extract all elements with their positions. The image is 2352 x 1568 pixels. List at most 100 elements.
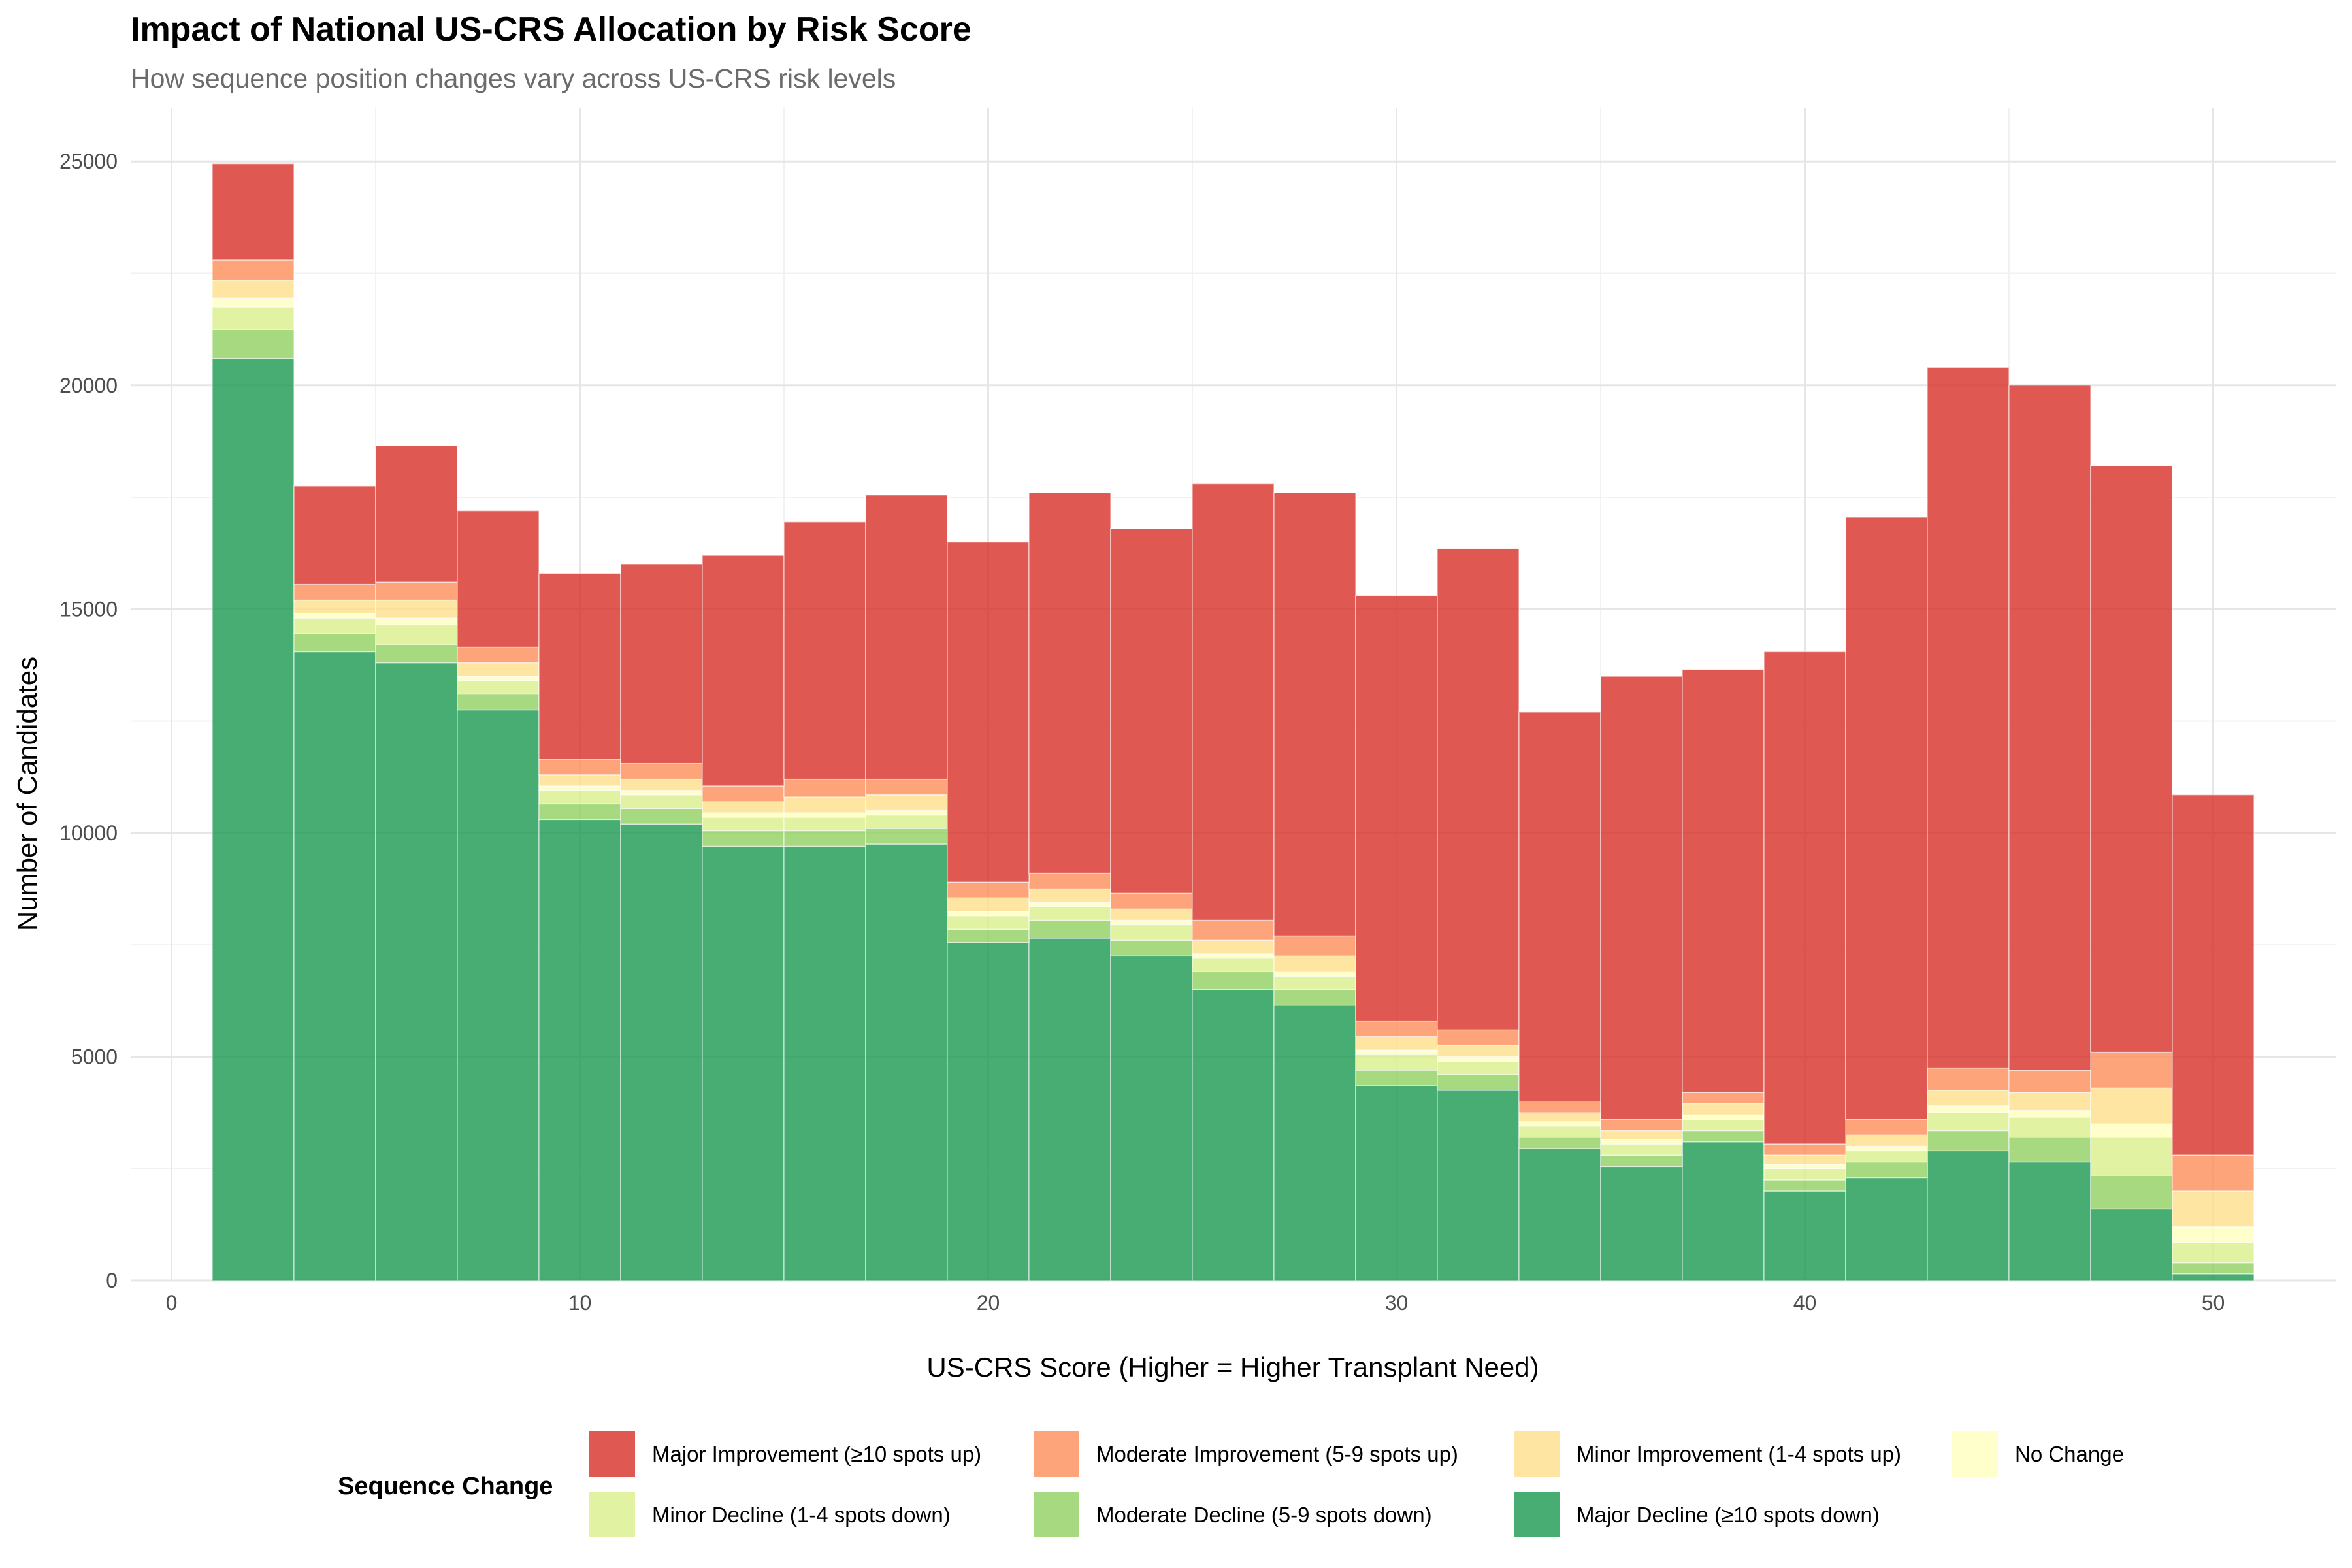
bar-segment: [1763, 1154, 1846, 1165]
x-tick-label: 30: [1385, 1291, 1409, 1315]
bar-segment: [293, 617, 376, 634]
bar-segment: [538, 774, 621, 787]
bar-segment: [702, 555, 785, 787]
legend-key: [1952, 1431, 1998, 1477]
bar-segment: [947, 915, 1030, 930]
bar-segment: [2090, 465, 2173, 1053]
legend-key: [589, 1492, 635, 1537]
bar-segment: [538, 759, 621, 776]
bar-segment: [1927, 367, 2010, 1069]
bar-segment: [1192, 957, 1275, 973]
bar-segment: [1028, 872, 1111, 890]
bar-segment: [1600, 1143, 1683, 1156]
bar-segment: [1437, 1029, 1520, 1047]
bar-segment: [293, 613, 376, 619]
bar-segment: [1927, 1150, 2010, 1281]
bar-segment: [1355, 1020, 1438, 1037]
bar-segment: [375, 644, 458, 664]
bar-segment: [1110, 892, 1193, 910]
bar-segment: [375, 617, 458, 626]
bar-segment: [457, 709, 540, 1281]
bar-segment: [865, 778, 948, 796]
bar-segment: [293, 583, 376, 601]
bar-segment: [2172, 1154, 2255, 1192]
y-tick-label: 5000: [71, 1045, 118, 1068]
bar-segment: [783, 812, 866, 818]
bar-segment: [620, 790, 703, 796]
bar-segment: [620, 778, 703, 791]
bar-segment: [457, 646, 540, 664]
bar-segment: [1927, 1112, 2010, 1132]
bar-segment: [538, 803, 621, 821]
bar-segment: [2090, 1123, 2173, 1138]
bar-segment: [865, 828, 948, 845]
bar-segment: [1437, 1060, 1520, 1075]
bar-segment: [1273, 935, 1356, 957]
tick-labels: 0 5000 10000 15000 20000 25000 0 10 20 30 40 50: [59, 150, 2225, 1315]
bar-segment: [1110, 924, 1193, 941]
bar-segment: [947, 881, 1030, 898]
bar-segment: [2172, 1273, 2255, 1281]
bar-segment: [620, 794, 703, 809]
bar-segment: [1273, 971, 1356, 977]
bar-segment: [702, 801, 785, 813]
bar-segment: [1763, 1179, 1846, 1192]
bar-segment: [1845, 1145, 1928, 1152]
bar-segment: [293, 651, 376, 1281]
bar-segment: [2172, 794, 2255, 1156]
bar-segment: [865, 809, 948, 816]
y-tick-label: 20000: [59, 374, 118, 397]
x-tick-label: 20: [977, 1291, 1000, 1315]
bar-segment: [1437, 1045, 1520, 1058]
bar-segment: [947, 941, 1030, 1281]
bar-segment: [1110, 908, 1193, 921]
bar-segment: [947, 897, 1030, 912]
bar-segment: [865, 794, 948, 811]
legend-label: No Change: [2015, 1442, 2124, 1466]
bar-segment: [783, 830, 866, 847]
bar-segment: [1518, 1121, 1601, 1127]
bar-segment: [1600, 676, 1683, 1120]
legend-label: Major Decline (≥10 spots down): [1576, 1503, 1880, 1527]
legend-label: Minor Decline (1-4 spots down): [652, 1503, 951, 1527]
bar-segment: [293, 633, 376, 653]
bar-segment: [375, 662, 458, 1281]
x-tick-label: 40: [1793, 1291, 1817, 1315]
legend-title: Sequence Change: [338, 1473, 553, 1500]
legend-label: Moderate Decline (5-9 spots down): [1096, 1503, 1432, 1527]
bar-segment: [1763, 1168, 1846, 1181]
bar-segment: [212, 357, 295, 1281]
bar-segment: [1518, 1148, 1601, 1281]
bar-segment: [1600, 1139, 1683, 1145]
bar-segment: [457, 662, 540, 677]
bar-segment: [1110, 919, 1193, 926]
bar-segment: [1355, 1070, 1438, 1086]
bar-segment: [212, 329, 295, 359]
legend: Sequence Change Major Improvement (≥10 s…: [338, 1431, 2124, 1537]
bar-segment: [1682, 1103, 1765, 1116]
bar-segment: [2090, 1137, 2173, 1176]
bar-segment: [1763, 1164, 1846, 1169]
bar-segment: [212, 306, 295, 330]
bar-segment: [1110, 955, 1193, 1281]
bar-segment: [620, 823, 703, 1281]
bar-segment: [2172, 1242, 2255, 1264]
chart-subtitle: How sequence position changes vary acros…: [131, 63, 896, 93]
bar-segment: [865, 843, 948, 1281]
bars: [212, 163, 2255, 1281]
bar-segment: [620, 762, 703, 780]
legend-key: [1034, 1431, 1079, 1477]
bar-segment: [293, 485, 376, 585]
bar-segment: [783, 845, 866, 1281]
bar-segment: [1437, 1056, 1520, 1062]
bar-segment: [212, 280, 295, 299]
bar-segment: [1763, 1190, 1846, 1281]
chart-title: Impact of National US-CRS Allocation by …: [131, 10, 972, 48]
bar-segment: [538, 790, 621, 805]
bar-segment: [702, 845, 785, 1281]
bar-segment: [2090, 1175, 2173, 1210]
x-axis-title: US-CRS Score (Higher = Higher Transplant…: [926, 1352, 1539, 1382]
bar-segment: [1028, 902, 1111, 907]
bar-segment: [2008, 385, 2091, 1071]
